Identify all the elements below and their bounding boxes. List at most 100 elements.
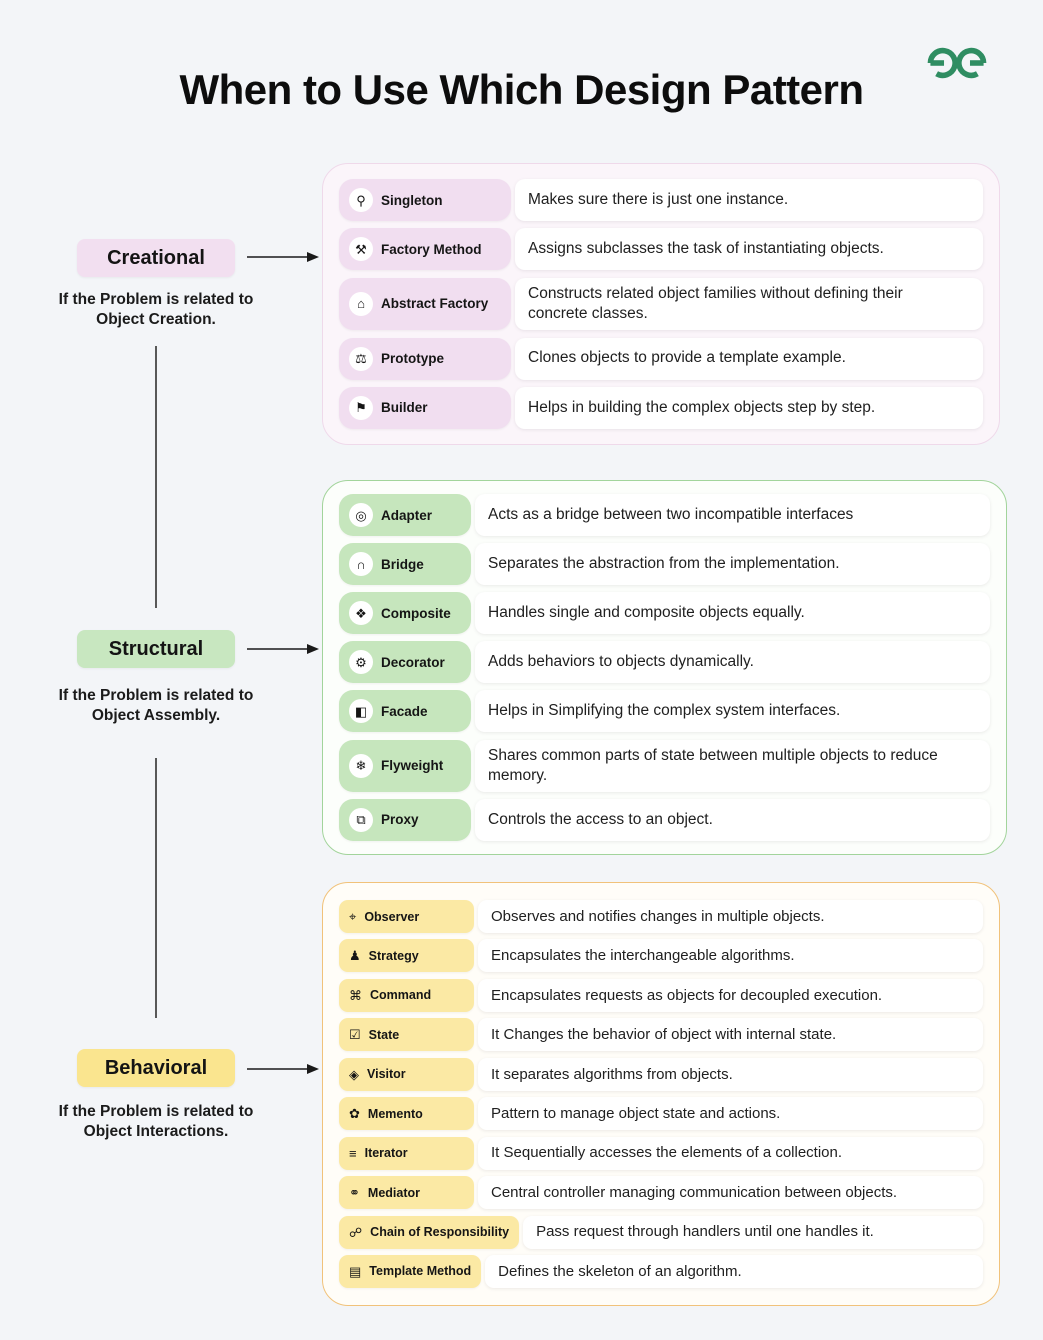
pattern-row: ♟ Strategy Encapsulates the interchangea… [339,939,983,973]
pattern-name: Template Method [369,1264,472,1279]
pattern-icon-circle: ≡ [349,1147,357,1160]
pattern-description: Encapsulates requests as objects for dec… [478,978,983,1012]
pattern-description: It Sequentially accesses the elements of… [478,1136,983,1170]
pattern-label-pill: ▤ Template Method [339,1254,482,1288]
pattern-label-pill: ⚑ Builder [339,386,511,429]
pattern-row: ⚖ Prototype Clones objects to provide a … [339,337,983,380]
mediator-icon: ⚭ [349,1185,360,1201]
pattern-row: ⧉ Proxy Controls the access to an object… [339,798,990,841]
iterator-icon: ≡ [349,1145,357,1161]
pattern-icon-circle: ◎ [349,503,373,527]
creational-arrow-icon [247,252,319,262]
pattern-icon-circle: ♟ [349,949,361,962]
pattern-label-pill: ◎ Adapter [339,494,471,536]
pattern-name: Proxy [381,812,419,828]
pattern-description: Defines the skeleton of an algorithm. [485,1254,983,1288]
pattern-label-pill: ⚖ Prototype [339,337,511,380]
composite-icon: ❖ [355,605,367,621]
pattern-label-pill: ≡ Iterator [339,1136,474,1170]
connector-line-2 [155,758,157,1018]
pattern-label-pill: ☍ Chain of Responsibility [339,1215,520,1249]
pattern-icon-circle: ⚙ [349,650,373,675]
logo-right-g [956,47,987,79]
pattern-description: Helps in Simplifying the complex system … [475,690,990,733]
pattern-row: ⚑ Builder Helps in building the complex … [339,386,983,429]
connector-line-1 [155,346,157,608]
pattern-name: Mediator [367,1185,420,1200]
section-label-structural: Structural [77,630,235,668]
pattern-description: Pattern to manage object state and actio… [478,1097,983,1131]
pattern-icon-circle: ⚑ [349,395,373,420]
structural-arrow-icon [247,644,319,654]
pattern-label-pill: ⚲ Singleton [339,179,511,221]
pattern-label-pill: ⌖ Observer [339,900,474,933]
pattern-icon-circle: ▤ [349,1265,361,1278]
pattern-label-pill: ⧉ Proxy [339,798,471,841]
pattern-label-pill: ⚒ Factory Method [339,228,511,271]
pattern-row: ☑ State It Changes the behavior of objec… [339,1018,983,1052]
pattern-row: ◧ Facade Helps in Simplifying the comple… [339,690,990,733]
creational-patterns-box: ⚲ Singleton Makes sure there is just one… [322,163,1000,445]
facade-icon: ◧ [354,703,368,719]
bridge-icon: ∩ [356,556,366,572]
pattern-name: Decorator [381,654,445,670]
decorator-icon: ⚙ [355,654,367,670]
pattern-icon-circle: ⚒ [349,237,373,262]
command-icon: ⌘ [349,987,362,1003]
pattern-row: ☍ Chain of Responsibility Pass request t… [339,1215,983,1249]
pattern-label-pill: ✿ Memento [339,1097,474,1131]
pattern-icon-circle: ∩ [349,552,373,577]
structural-patterns-box: ◎ Adapter Acts as a bridge between two i… [322,480,1007,855]
pattern-row: ⚭ Mediator Central controller managing c… [339,1176,983,1210]
pattern-description: Central controller managing communicatio… [478,1176,983,1210]
abstract-factory-icon: ⌂ [357,296,365,312]
pattern-name: Flyweight [381,758,444,774]
pattern-name: Strategy [368,948,419,963]
pattern-name: Prototype [381,351,445,367]
pattern-label-pill: ⌂ Abstract Factory [339,277,511,331]
memento-icon: ✿ [349,1106,360,1122]
pattern-name: Observer [364,909,420,924]
pattern-row: ⌘ Command Encapsulates requests as objec… [339,978,983,1012]
pattern-name: Abstract Factory [381,296,489,312]
pattern-row: ⌖ Observer Observes and notifies changes… [339,900,983,933]
template-method-icon: ▤ [349,1263,362,1279]
builder-icon: ⚑ [355,400,367,416]
pattern-icon-circle: ◈ [349,1068,359,1081]
pattern-icon-circle: ⌂ [349,291,373,316]
pattern-icon-circle: ⌖ [349,910,356,923]
pattern-label-pill: ♟ Strategy [339,939,474,973]
pattern-description: Encapsulates the interchangeable algorit… [478,939,983,973]
pattern-name: Iterator [364,1146,408,1161]
pattern-row: ⚒ Factory Method Assigns subclasses the … [339,228,983,271]
chain-of-responsibility-icon: ☍ [349,1224,363,1240]
pattern-name: Builder [381,400,428,416]
state-icon: ☑ [349,1027,361,1043]
pattern-row: ≡ Iterator It Sequentially accesses the … [339,1136,983,1170]
pattern-icon-circle: ⚖ [349,346,373,371]
pattern-description: Acts as a bridge between two incompatibl… [475,494,990,536]
pattern-icon-circle: ⌘ [349,989,362,1002]
pattern-row: ❄ Flyweight Shares common parts of state… [339,739,990,792]
pattern-label-pill: ⚭ Mediator [339,1176,474,1210]
pattern-label-pill: ❄ Flyweight [339,739,471,792]
pattern-name: Composite [381,605,451,621]
pattern-label-pill: ❖ Composite [339,592,471,635]
pattern-row: ⚙ Decorator Adds behaviors to objects dy… [339,641,990,684]
section-condition-creational: If the Problem is related to Object Crea… [58,291,254,329]
pattern-row: ▤ Template Method Defines the skeleton o… [339,1254,983,1288]
adapter-icon: ◎ [355,507,367,523]
flyweight-icon: ❄ [355,758,367,774]
singleton-icon: ⚲ [356,192,366,208]
pattern-label-pill: ◧ Facade [339,690,471,733]
visitor-icon: ◈ [349,1066,359,1082]
pattern-icon-circle: ☍ [349,1226,362,1239]
pattern-description: Pass request through handlers until one … [523,1215,983,1249]
section-label-behavioral: Behavioral [77,1049,235,1087]
pattern-name: Chain of Responsibility [370,1225,510,1239]
pattern-label-pill: ⚙ Decorator [339,641,471,684]
pattern-description: Assigns subclasses the task of instantia… [515,228,983,271]
pattern-icon-circle: ✿ [349,1107,360,1120]
pattern-row: ◎ Adapter Acts as a bridge between two i… [339,494,990,536]
